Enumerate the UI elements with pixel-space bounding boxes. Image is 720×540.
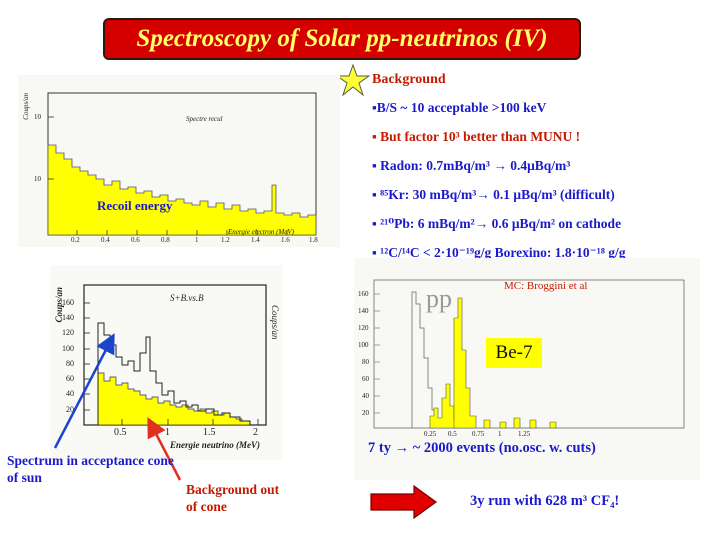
pp-xtick: 0.25 [424, 430, 437, 438]
title-banner: Spectroscopy of Solar pp-neutrinos (IV) [103, 18, 581, 60]
pp-ytick: 20 [362, 409, 369, 417]
neutrino-ytick: 100 [62, 344, 74, 353]
pp-ytick: 160 [358, 290, 369, 298]
recoil-xlabel: Energie electron (MeV) [228, 228, 294, 236]
neutrino-xtick: 2 [253, 427, 258, 438]
recoil-inner-label: Spectre recul [186, 115, 223, 123]
red-arrow [147, 417, 182, 481]
neutrino-xlabel: Energie neutrino (MeV) [170, 440, 261, 450]
events-caption: 7 ty → ~ 2000 events (no.osc. w. cuts) [368, 440, 596, 456]
slide-title: Spectroscopy of Solar pp-neutrinos (IV) [136, 25, 548, 52]
recoil-xtick: 0.2 [71, 236, 80, 244]
bullet-munu-factor: ▪ But factor 10³ better than MUNU ! [372, 129, 581, 144]
neutrino-ytick: 140 [62, 313, 74, 322]
neutrino-ytick: 60 [66, 374, 74, 383]
neutrino-ytick: 160 [62, 298, 74, 307]
neutrino-ytick: 20 [66, 405, 74, 414]
pp-ytick: 120 [358, 324, 369, 332]
pp-xtick: 1 [498, 430, 502, 438]
recoil-xtick: 0.4 [101, 236, 110, 244]
neutrino-ylabel-right: Coups/an [270, 305, 280, 340]
pp-ytick: 100 [358, 341, 369, 349]
be7-label: Be-7 [486, 338, 542, 368]
recoil-xtick: 1.2 [221, 236, 230, 244]
recoil-xtick: 1.4 [251, 236, 260, 244]
pp-credit: MC: Broggini et al [504, 280, 588, 292]
recoil-caption: Recoil energy [97, 198, 173, 213]
pp-ytick: 60 [362, 375, 369, 383]
neutrino-xtick: 1 [165, 427, 170, 438]
pp-label: pp [426, 284, 452, 313]
neutrino-xtick: 0.5 [114, 427, 127, 438]
pp-xtick: 0.5 [448, 430, 457, 438]
bullet-carbon: ▪ ¹²C/¹⁴C < 2·10⁻¹⁹g/g Borexino: 1.8·10⁻… [372, 245, 626, 260]
pp-xtick: 1.25 [518, 430, 531, 438]
pp-spectrum-plot: 160 140 120 100 80 60 40 20 0.25 0.5 0.7… [354, 258, 700, 480]
neutrino-inner-label: S+B.vs.B [170, 293, 204, 303]
neutrino-ytick: 80 [66, 359, 74, 368]
right-arrow-icon [370, 485, 438, 519]
recoil-xtick: 1.6 [281, 236, 290, 244]
recoil-spectrum-graphic [18, 75, 340, 247]
recoil-xtick: 1.8 [309, 236, 318, 244]
pp-ytick: 140 [358, 307, 369, 315]
pp-ytick: 40 [362, 392, 369, 400]
recoil-ytick-lower: 10 [34, 175, 41, 183]
pp-xtick: 0.75 [472, 430, 485, 438]
pp-ytick: 80 [362, 358, 369, 366]
background-heading: Background [372, 72, 446, 87]
blue-arrow [53, 333, 115, 449]
bullet-lead: ▪ ²¹⁰Pb: 6 mBq/m²→ 0.6 μBq/m² on cathode [372, 216, 622, 231]
neutrino-spectrum-plot: Coups/an Coups/an 160 140 120 100 80 60 … [50, 265, 282, 460]
neutrino-ytick: 120 [62, 328, 74, 337]
recoil-ytick-upper: 10 [34, 113, 41, 121]
background-out-label: Background out of cone [186, 482, 280, 514]
neutrino-ytick: 40 [66, 389, 74, 398]
star-icon [336, 64, 370, 96]
recoil-xtick: 0.8 [161, 236, 170, 244]
recoil-spectrum-plot: Coups/an 10 10 Spectre recul 0.2 0.4 0.6… [18, 75, 340, 247]
run-caption: 3y run with 628 m³ CF₄! [470, 493, 620, 509]
recoil-xtick: 1 [195, 236, 199, 244]
spectrum-cone-label: Spectrum in acceptance cone of sun [7, 453, 174, 485]
recoil-xtick: 0.6 [131, 236, 140, 244]
bullet-bs-ratio: ▪B/S ~ 10 acceptable >100 keV [372, 100, 547, 115]
neutrino-spectrum-graphic [50, 265, 282, 460]
neutrino-xtick: 1.5 [203, 427, 216, 438]
bullet-radon: ▪ Radon: 0.7mBq/m³ → 0.4μBq/m³ [372, 158, 571, 173]
bullet-krypton: ▪ ⁸⁵Kr: 30 mBq/m³→ 0.1 μBq/m³ (difficult… [372, 187, 615, 202]
pp-spectrum-graphic [354, 258, 700, 480]
